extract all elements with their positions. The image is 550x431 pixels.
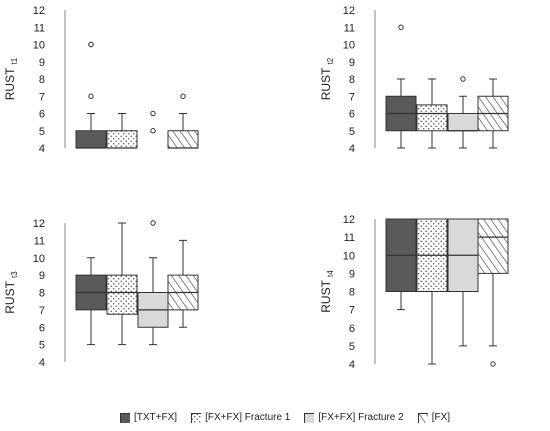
y-tick-label: 4 [39,357,45,369]
outlier-point [88,93,94,99]
y-axis-label-subscript: t2 [326,57,335,64]
legend-item-txt-fx: [TXT+FX] [120,412,177,423]
box-fx-fx-fracture-2 [447,76,479,149]
legend-label: [FX+FX] Fracture 1 [205,412,291,423]
panel-1: 4 5 6 7 8 9 10 11 12 RUST t1 [3,5,199,155]
panel-4: 4 5 6 7 8 9 10 11 12 RUST t4 [319,214,509,371]
legend-item-fx-fx-fracture-1: [FX+FX] Fracture 1 [191,412,290,423]
legend-swatch [191,412,202,423]
outlier-point [180,93,186,99]
y-tick-label: 7 [39,91,45,103]
box-fx-fx-fracture-1 [106,113,138,149]
outlier-point [398,24,404,30]
legend-item-fx-fx-fracture-2: [FX+FX] Fracture 2 [304,412,404,423]
legend-swatch [120,412,130,423]
box-fx [477,218,509,367]
y-tick-label: 7 [39,305,45,317]
y-tick-label: 12 [33,5,45,17]
y-tick-label: 11 [344,22,355,34]
box-fx-fx-fracture-1 [416,78,448,149]
y-tick-label: 5 [39,126,45,138]
y-tick-label: 5 [39,340,45,352]
y-tick-label: 6 [39,322,45,334]
legend: [TXT+FX] [FX+FX] Fracture 1 [FX+FX] Fractu… [120,412,464,423]
y-tick-label: 4 [349,143,355,155]
outlier-point [150,110,156,117]
y-tick-label: 5 [349,126,355,138]
outlier-point [150,128,156,134]
y-tick-label: 11 [344,232,355,244]
box-txt-fx [75,41,107,149]
y-tick-label: 8 [349,74,355,86]
y-tick-label: 12 [343,5,355,17]
y-tick-label: 10 [33,253,45,265]
y-tick-label: 6 [39,109,45,121]
y-tick-label: 11 [34,235,45,247]
y-tick-label: 9 [39,270,45,282]
y-tick-label: 9 [349,57,355,69]
outlier-point [150,220,156,226]
y-axis-label-subscript: t4 [326,270,335,277]
y-tick-label: 8 [39,74,45,86]
box-fx [167,239,199,328]
y-axis-label-subscript: t1 [10,57,19,64]
y-tick-label: 7 [349,91,355,103]
y-tick-label: 9 [349,268,355,280]
box-iqr [106,130,138,149]
box-iqr [75,130,107,149]
y-axis-label-subscript: t3 [10,271,19,278]
y-tick-label: 8 [39,288,45,300]
box-iqr [416,104,448,132]
y-axis-label: RUST t4 [319,270,335,313]
y-tick-label: 12 [33,218,45,230]
y-tick-label: 12 [343,214,355,226]
y-tick-label: 10 [33,40,45,52]
outlier-point [490,361,496,367]
box-iqr [106,274,138,315]
y-axis-label: RUST t3 [3,271,19,314]
y-tick-label: 6 [349,109,355,121]
y-axis-label: RUST t2 [319,57,335,100]
box-iqr [477,218,509,274]
legend-swatch [304,412,315,423]
y-tick-label: 10 [343,250,355,262]
y-tick-label: 6 [349,323,355,335]
box-fx-fx-fracture-2 [137,220,169,346]
y-tick-label: 5 [349,341,355,353]
y-tick-label: 4 [39,143,45,155]
panel-3: 4 5 6 7 8 9 10 11 12 RUST t3 [3,218,199,369]
box-fx-fx-fracture-2 [150,110,156,134]
y-tick-label: 10 [343,40,355,52]
panel-2: 4 5 6 7 8 9 10 11 12 RUST t2 [319,5,509,155]
legend-swatch [417,412,428,423]
y-axis-label: RUST t1 [3,57,19,100]
box-txt-fx [385,218,417,311]
outlier-point [460,76,466,82]
box-fx-fx-fracture-2 [447,218,479,347]
box-fx-fx-fracture-1 [416,218,448,365]
box-iqr [167,130,199,149]
legend-label: [FX+FX] Fracture 2 [318,412,404,423]
y-tick-label: 4 [349,359,355,371]
outlier-point [88,41,94,48]
box-txt-fx [75,257,107,346]
box-fx [167,93,199,149]
box-fx-fx-fracture-1 [106,222,138,346]
box-iqr [447,113,479,132]
box-fx [477,78,509,149]
y-tick-label: 8 [349,287,355,299]
legend-label: [TXT+FX] [134,412,178,423]
y-tick-label: 9 [39,57,45,69]
y-tick-label: 7 [349,305,355,317]
legend-item-fx: [FX] [417,412,451,423]
legend-label: [FX] [431,412,451,423]
box-txt-fx [385,24,417,149]
y-tick-label: 11 [34,22,45,34]
